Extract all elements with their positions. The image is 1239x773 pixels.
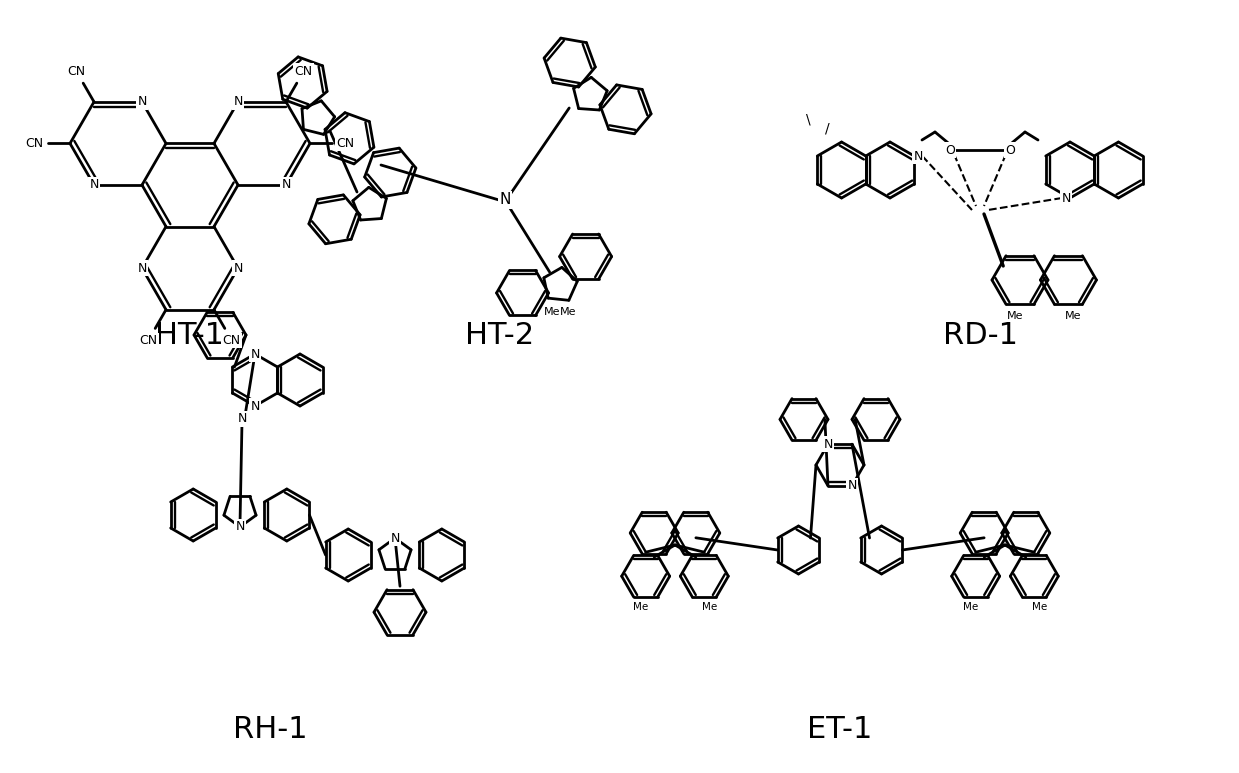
Text: N: N	[913, 149, 923, 162]
Text: Me: Me	[560, 308, 576, 317]
Text: ET-1: ET-1	[808, 716, 872, 744]
Text: Me: Me	[1032, 602, 1047, 612]
Text: Me: Me	[544, 308, 560, 317]
Text: RH-1: RH-1	[233, 716, 307, 744]
Text: N: N	[390, 532, 400, 545]
Text: RD-1: RD-1	[943, 321, 1017, 349]
Text: N: N	[235, 520, 244, 533]
Text: Me: Me	[633, 602, 648, 612]
Text: N: N	[138, 261, 146, 274]
Text: N: N	[233, 261, 243, 274]
Text: N: N	[138, 95, 146, 108]
Text: N: N	[238, 413, 247, 425]
Text: \: \	[805, 113, 810, 127]
Text: CN: CN	[25, 137, 43, 150]
Text: Me: Me	[1066, 312, 1082, 322]
Text: N: N	[823, 438, 833, 451]
Text: HT-2: HT-2	[466, 321, 534, 349]
Text: N: N	[281, 179, 291, 192]
Text: Me: Me	[701, 602, 717, 612]
Text: N: N	[1062, 192, 1070, 205]
Text: /: /	[825, 121, 830, 135]
Text: N: N	[847, 479, 856, 492]
Text: O: O	[1005, 144, 1015, 156]
Text: N: N	[250, 400, 260, 413]
Text: N: N	[250, 348, 260, 360]
Text: CN: CN	[67, 64, 85, 77]
Text: HT-1: HT-1	[155, 321, 224, 349]
Text: CN: CN	[139, 334, 157, 347]
Text: CN: CN	[223, 334, 240, 347]
Text: N: N	[499, 192, 510, 207]
Text: CN: CN	[337, 137, 354, 150]
Text: Me: Me	[963, 602, 979, 612]
Text: CN: CN	[295, 64, 313, 77]
Text: N: N	[233, 95, 243, 108]
Text: N: N	[89, 179, 99, 192]
Text: O: O	[945, 144, 955, 156]
Text: Me: Me	[1007, 312, 1023, 322]
